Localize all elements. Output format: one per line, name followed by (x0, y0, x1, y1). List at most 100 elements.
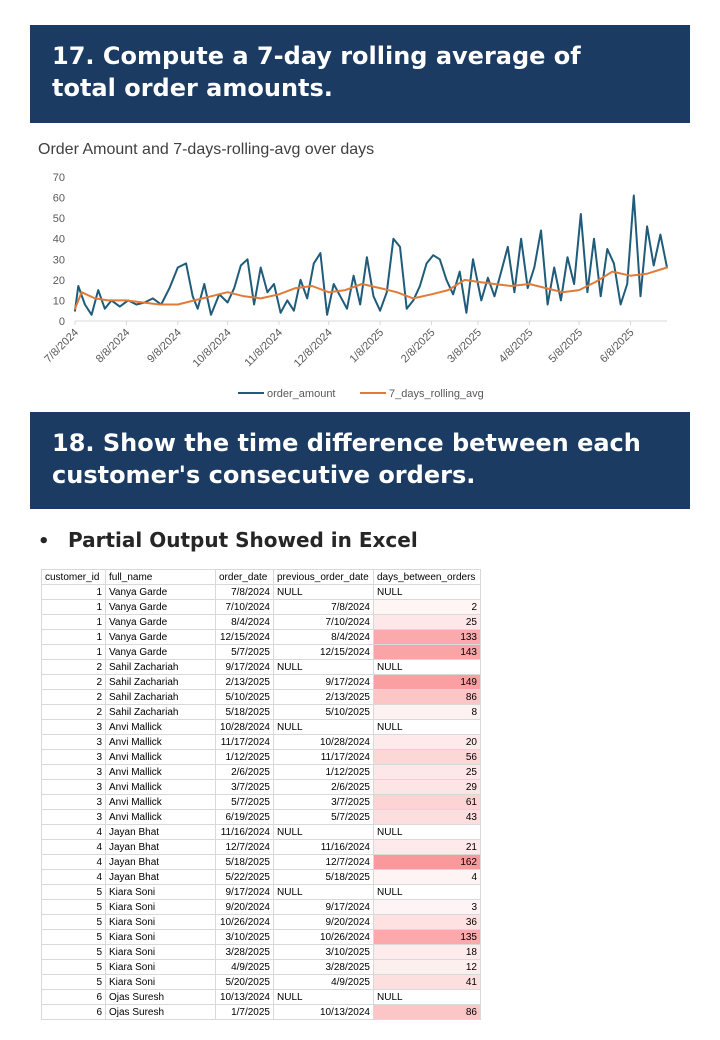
section-17-banner: 17. Compute a 7-day rolling average of t… (30, 25, 690, 123)
cell-full-name: Anvi Mallick (105, 764, 216, 780)
cell-customer-id: 5 (41, 959, 106, 975)
cell-days-between-orders: 21 (373, 839, 481, 855)
table-row: 5 Kiara Soni 9/20/2024 9/17/2024 3 (41, 899, 481, 915)
y-tick-label: 50 (53, 213, 65, 225)
cell-full-name: Jayan Bhat (105, 854, 216, 870)
cell-full-name: Sahil Zachariah (105, 704, 216, 720)
cell-previous-order-date: 11/17/2024 (273, 749, 374, 765)
table-row: 5 Kiara Soni 9/17/2024 NULL NULL (41, 884, 481, 900)
legend-label: order_amount (267, 388, 336, 400)
cell-full-name: Kiara Soni (105, 974, 216, 990)
cell-previous-order-date: NULL (273, 824, 374, 840)
cell-customer-id: 3 (41, 764, 106, 780)
cell-customer-id: 2 (41, 674, 106, 690)
cell-days-between-orders: 25 (373, 614, 481, 630)
cell-customer-id: 5 (41, 914, 106, 930)
cell-days-between-orders: 56 (373, 749, 481, 765)
cell-customer-id: 3 (41, 734, 106, 750)
section-17-title-line1: 17. Compute a 7-day rolling average of (52, 42, 581, 70)
cell-days-between-orders: 2 (373, 599, 481, 615)
col-header-full-name: full_name (105, 569, 216, 585)
col-header-order-date: order_date (215, 569, 274, 585)
cell-previous-order-date: NULL (273, 584, 374, 600)
cell-full-name: Anvi Mallick (105, 719, 216, 735)
table-row: 4 Jayan Bhat 5/22/2025 5/18/2025 4 (41, 869, 481, 885)
cell-customer-id: 1 (41, 629, 106, 645)
cell-customer-id: 2 (41, 704, 106, 720)
cell-customer-id: 1 (41, 614, 106, 630)
x-tick-label: 12/8/2024 (292, 327, 335, 370)
cell-order-date: 6/19/2025 (215, 809, 274, 825)
cell-order-date: 10/13/2024 (215, 989, 274, 1005)
table-row: 3 Anvi Mallick 1/12/2025 11/17/2024 56 (41, 749, 481, 765)
cell-previous-order-date: NULL (273, 659, 374, 675)
cell-full-name: Jayan Bhat (105, 824, 216, 840)
cell-full-name: Vanya Garde (105, 599, 216, 615)
cell-customer-id: 1 (41, 644, 106, 660)
cell-customer-id: 4 (41, 839, 106, 855)
cell-full-name: Anvi Mallick (105, 779, 216, 795)
bullet-text: Partial Output Showed in Excel (68, 528, 418, 552)
cell-previous-order-date: 3/28/2025 (273, 959, 374, 975)
x-tick-label: 1/8/2025 (347, 327, 386, 366)
cell-full-name: Anvi Mallick (105, 809, 216, 825)
cell-order-date: 12/15/2024 (215, 629, 274, 645)
cell-order-date: 5/18/2025 (215, 854, 274, 870)
cell-customer-id: 2 (41, 659, 106, 675)
cell-full-name: Vanya Garde (105, 644, 216, 660)
cell-customer-id: 3 (41, 749, 106, 765)
cell-previous-order-date: 10/26/2024 (273, 929, 374, 945)
table-row: 2 Sahil Zachariah 9/17/2024 NULL NULL (41, 659, 481, 675)
cell-customer-id: 4 (41, 869, 106, 885)
cell-customer-id: 1 (41, 599, 106, 615)
y-tick-label: 70 (53, 172, 65, 184)
cell-previous-order-date: 3/10/2025 (273, 944, 374, 960)
cell-days-between-orders: 20 (373, 734, 481, 750)
cell-days-between-orders: 61 (373, 794, 481, 810)
cell-order-date: 5/18/2025 (215, 704, 274, 720)
cell-order-date: 5/7/2025 (215, 794, 274, 810)
cell-days-between-orders: 25 (373, 764, 481, 780)
cell-customer-id: 1 (41, 584, 106, 600)
y-tick-label: 20 (53, 275, 65, 287)
table-row: 5 Kiara Soni 3/10/2025 10/26/2024 135 (41, 929, 481, 945)
cell-days-between-orders: NULL (373, 824, 481, 840)
cell-full-name: Jayan Bhat (105, 869, 216, 885)
cell-previous-order-date: 2/13/2025 (273, 689, 374, 705)
cell-days-between-orders: 149 (373, 674, 481, 690)
cell-days-between-orders: 143 (373, 644, 481, 660)
cell-customer-id: 5 (41, 884, 106, 900)
table-row: 4 Jayan Bhat 12/7/2024 11/16/2024 21 (41, 839, 481, 855)
table-row: 3 Anvi Mallick 11/17/2024 10/28/2024 20 (41, 734, 481, 750)
table-row: 3 Anvi Mallick 6/19/2025 5/7/2025 43 (41, 809, 481, 825)
x-tick-label: 4/8/2025 (497, 327, 536, 366)
table-header-row: customer_id full_name order_date previou… (41, 569, 481, 585)
table-row: 3 Anvi Mallick 3/7/2025 2/6/2025 29 (41, 779, 481, 795)
partial-output-bullet: • Partial Output Showed in Excel (38, 528, 418, 552)
x-tick-label: 10/8/2024 (191, 327, 234, 370)
cell-previous-order-date: 10/13/2024 (273, 1004, 374, 1020)
y-tick-label: 40 (53, 234, 65, 246)
cell-full-name: Sahil Zachariah (105, 674, 216, 690)
cell-previous-order-date: 1/12/2025 (273, 764, 374, 780)
cell-order-date: 12/7/2024 (215, 839, 274, 855)
cell-days-between-orders: NULL (373, 989, 481, 1005)
table-row: 1 Vanya Garde 7/8/2024 NULL NULL (41, 584, 481, 600)
table-row: 2 Sahil Zachariah 2/13/2025 9/17/2024 149 (41, 674, 481, 690)
cell-days-between-orders: NULL (373, 659, 481, 675)
x-tick-label: 8/8/2024 (94, 327, 133, 366)
x-tick-label: 2/8/2025 (399, 327, 438, 366)
table-row: 2 Sahil Zachariah 5/18/2025 5/10/2025 8 (41, 704, 481, 720)
x-tick-label: 9/8/2024 (145, 327, 184, 366)
cell-full-name: Kiara Soni (105, 959, 216, 975)
x-tick-label: 6/8/2025 (598, 327, 637, 366)
cell-previous-order-date: 2/6/2025 (273, 779, 374, 795)
section-18-banner: 18. Show the time difference between eac… (30, 412, 690, 509)
cell-order-date: 1/12/2025 (215, 749, 274, 765)
col-header-days-between-orders: days_between_orders (373, 569, 481, 585)
table-row: 4 Jayan Bhat 5/18/2025 12/7/2024 162 (41, 854, 481, 870)
cell-previous-order-date: 5/7/2025 (273, 809, 374, 825)
x-tick-label: 11/8/2024 (243, 327, 286, 370)
cell-customer-id: 3 (41, 719, 106, 735)
